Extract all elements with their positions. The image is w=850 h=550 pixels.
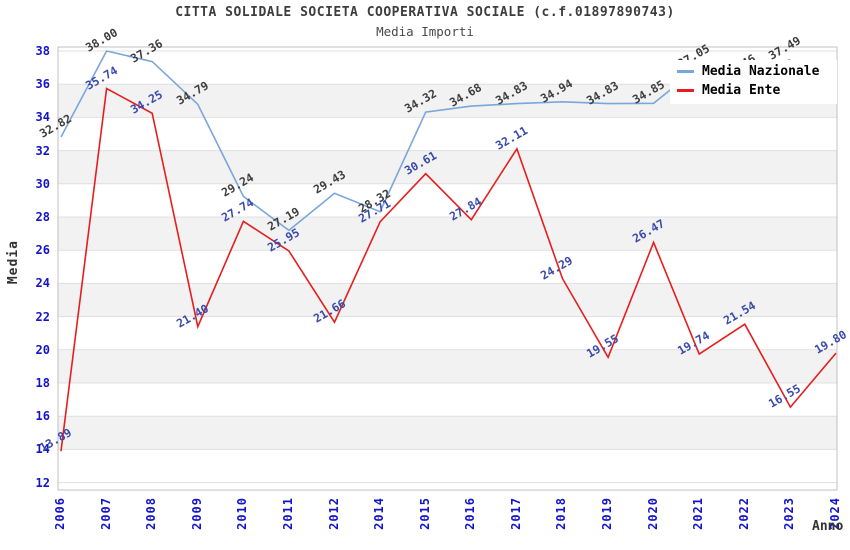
y-tick-label: 12 xyxy=(35,475,50,490)
x-tick-label: 2020 xyxy=(645,497,660,530)
shaded-band xyxy=(58,416,837,450)
x-tick-label: 2022 xyxy=(736,497,751,530)
shaded-band xyxy=(58,283,837,317)
y-tick-label: 30 xyxy=(35,176,50,191)
background-bands xyxy=(58,84,837,450)
x-tick-label: 2016 xyxy=(463,497,478,530)
y-tick-label: 18 xyxy=(35,376,50,390)
legend-item: Media Nazionale xyxy=(670,62,837,81)
legend-box: Media Nazionale Media Ente xyxy=(670,60,837,104)
y-tick-label: 28 xyxy=(35,210,50,224)
x-tick-label: 2007 xyxy=(98,497,113,530)
x-tick-label: 2011 xyxy=(280,497,295,530)
x-tick-label: 2019 xyxy=(600,497,615,530)
y-tick-label: 14 xyxy=(35,442,50,457)
x-axis-title: Anno xyxy=(812,519,844,534)
legend-label: Media Nazionale xyxy=(702,64,820,79)
y-tick-label: 24 xyxy=(35,276,50,291)
shaded-band xyxy=(58,217,837,251)
y-tick-label: 36 xyxy=(35,77,50,92)
shaded-band xyxy=(58,349,837,383)
shaded-band xyxy=(58,150,837,184)
media-ente-line xyxy=(60,87,837,452)
y-tick-label: 32 xyxy=(35,143,50,158)
x-tick-label: 2015 xyxy=(417,497,432,530)
y-tick-label: 26 xyxy=(35,243,50,258)
legend-label: Media Ente xyxy=(702,83,781,98)
x-tick-label: 2014 xyxy=(372,497,387,530)
x-tick-label: 2008 xyxy=(144,497,159,530)
x-tick-label: 2017 xyxy=(508,497,523,530)
y-tick-label: 38 xyxy=(35,44,50,58)
x-tick-label: 2023 xyxy=(782,497,797,530)
x-tick-label: 2010 xyxy=(235,497,250,530)
x-tick-label: 2012 xyxy=(326,497,341,530)
legend-line-swatch xyxy=(677,70,694,73)
y-axis-title: Media xyxy=(6,240,21,285)
x-tick-label: 2021 xyxy=(691,497,706,530)
chart-title: CITTA SOLIDALE SOCIETA COOPERATIVA SOCIA… xyxy=(175,5,675,20)
y-tick-label: 20 xyxy=(35,342,50,357)
y-tick-label: 34 xyxy=(35,110,50,125)
legend-item: Media Ente xyxy=(670,81,837,100)
media-nazionale-line xyxy=(60,50,791,232)
y-tick-label: 16 xyxy=(35,409,50,424)
chart-subtitle: Media Importi xyxy=(376,24,474,39)
y-tick-label: 22 xyxy=(35,309,50,324)
x-tick-label: 2009 xyxy=(189,497,204,530)
x-tick-label: 2018 xyxy=(554,497,569,530)
x-tick-label: 2006 xyxy=(53,497,67,530)
plot-border xyxy=(57,46,838,491)
legend-line-swatch xyxy=(677,89,694,92)
